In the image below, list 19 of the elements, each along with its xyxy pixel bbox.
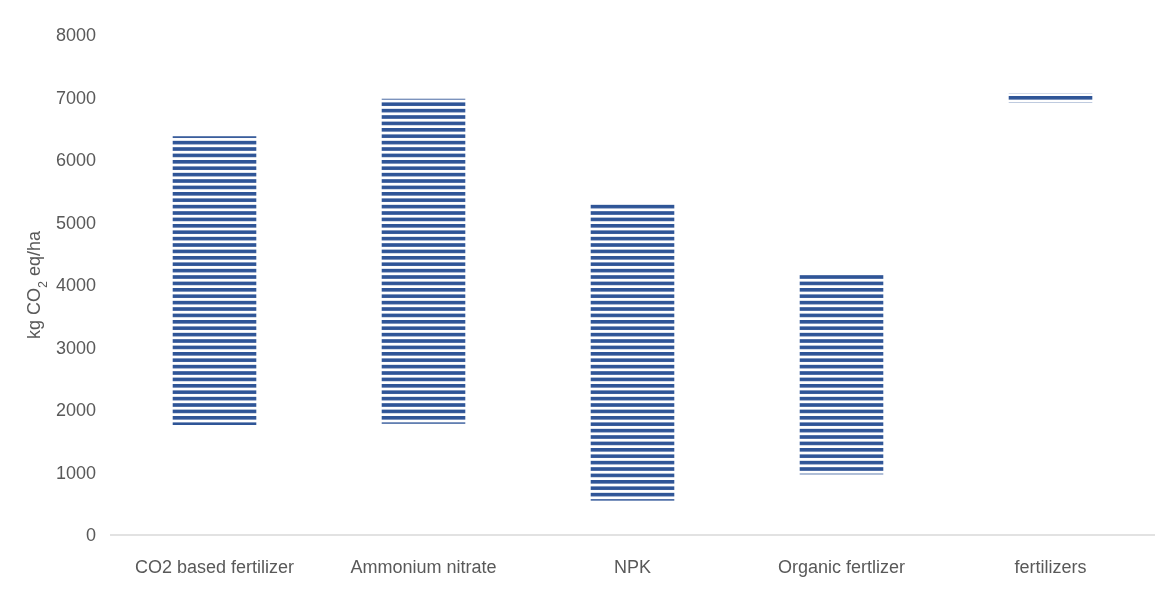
y-tick-label: 8000: [55, 25, 96, 46]
bar: [172, 136, 257, 425]
x-tick-label: NPK: [613, 557, 652, 577]
y-tick-label: 1000: [55, 462, 96, 483]
y-tick-label: 5000: [55, 212, 96, 233]
y-tick-label: 7000: [55, 87, 96, 108]
x-tick-label: fertilizers: [1014, 557, 1087, 577]
bar: [1008, 93, 1093, 103]
bar: [799, 273, 884, 475]
bar: [590, 203, 675, 501]
x-tick-label: Ammonium nitrate: [350, 557, 497, 577]
x-tick-label: CO2 based fertilizer: [134, 557, 295, 577]
y-tick-label: 3000: [55, 337, 96, 358]
y-tick-label: 0: [85, 525, 96, 546]
y-tick-label: 2000: [55, 400, 96, 421]
y-tick-label: 6000: [55, 150, 96, 171]
y-tick-label: 4000: [55, 275, 96, 296]
x-tick-label: Organic fertlizer: [777, 557, 906, 577]
bar: [381, 98, 466, 424]
